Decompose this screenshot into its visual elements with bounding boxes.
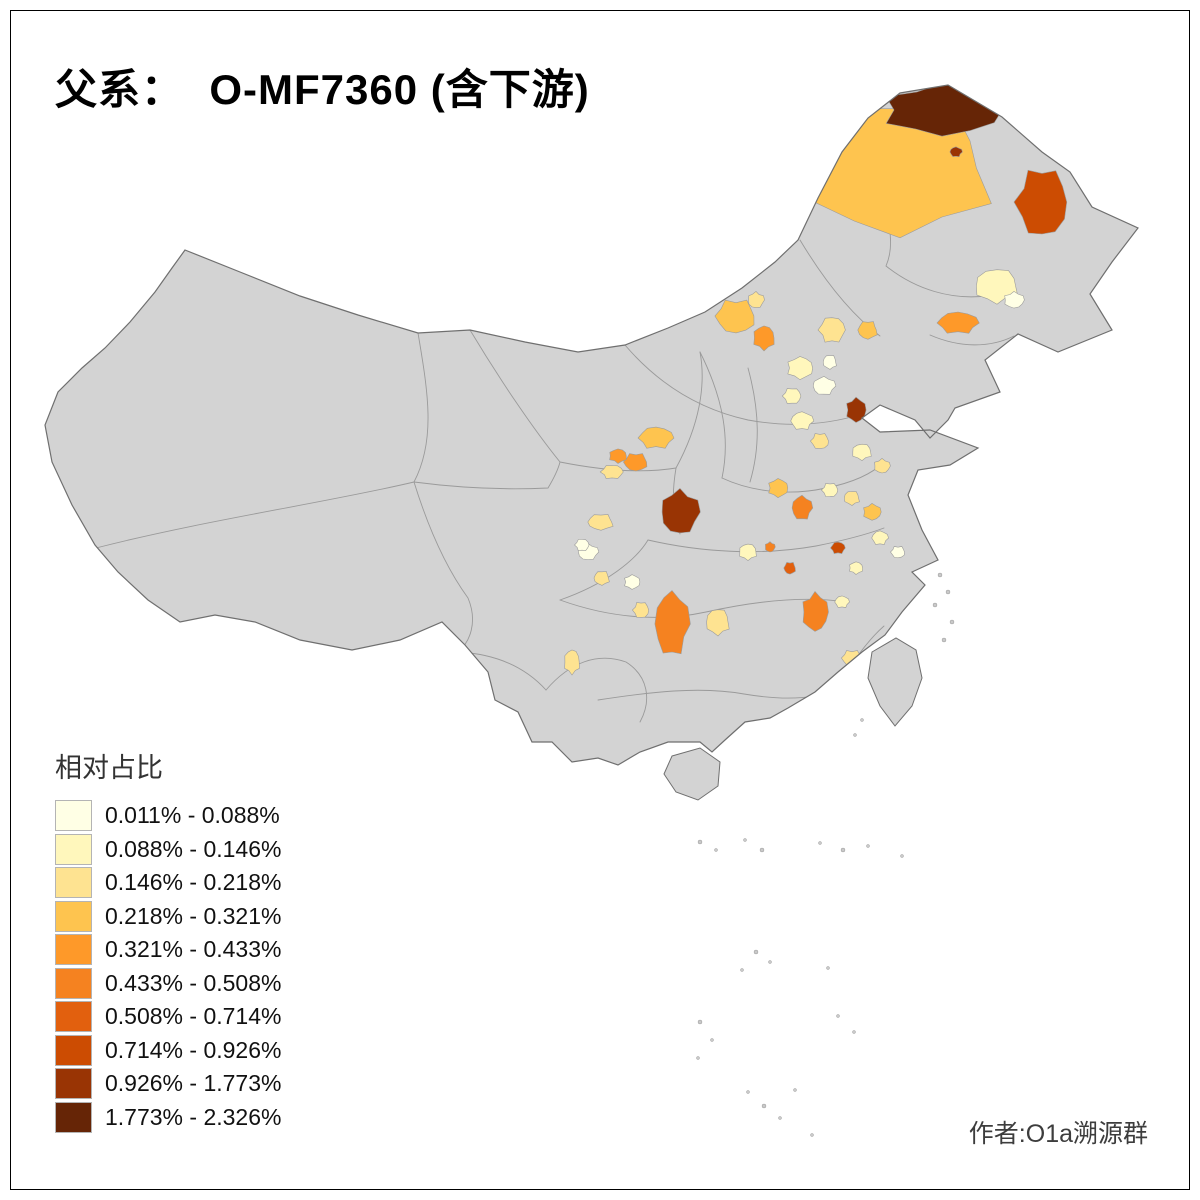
- map-region-highlight: [812, 376, 837, 395]
- map-region-highlight: [871, 530, 889, 545]
- legend-row: 0.508% - 0.714%: [55, 1000, 281, 1034]
- map-region-highlight: [574, 539, 590, 551]
- highlight-regions: [564, 85, 1068, 676]
- map-region-highlight: [599, 465, 624, 479]
- page-title: 父系： O-MF7360 (含下游): [55, 66, 590, 113]
- legend-label: 0.146% - 0.218%: [105, 869, 282, 896]
- legend-label: 0.926% - 1.773%: [105, 1070, 282, 1097]
- map-region-highlight: [949, 146, 963, 158]
- map-region-highlight: [820, 483, 839, 497]
- map-region-highlight: [706, 609, 730, 637]
- author-credit: 作者:O1a溯源群: [968, 1120, 1148, 1148]
- map-region-highlight: [637, 426, 675, 449]
- map-region-highlight: [768, 478, 789, 498]
- legend-row: 0.011% - 0.088%: [55, 799, 281, 833]
- map-region-highlight: [790, 411, 815, 430]
- legend-title: 相对占比: [55, 753, 163, 783]
- map-region-highlight: [609, 448, 627, 464]
- map-region-highlight: [802, 591, 829, 632]
- legend-label: 0.218% - 0.321%: [105, 902, 282, 929]
- map-region-highlight: [623, 453, 648, 472]
- legend: 相对占比 0.011% - 0.088% 0.088% - 0.146% 0.146…: [55, 746, 281, 1134]
- map-region-highlight: [787, 356, 813, 381]
- legend-label: 0.321% - 0.433%: [105, 936, 282, 963]
- map-region-highlight: [834, 595, 850, 608]
- sea-islands: [696, 572, 955, 1137]
- hainan-island: [663, 747, 721, 801]
- legend-row: 0.714% - 0.926%: [55, 1034, 281, 1068]
- map-region-highlight: [857, 321, 878, 340]
- legend-label: 1.773% - 2.326%: [105, 1103, 282, 1130]
- legend-label: 0.011% - 0.088%: [105, 802, 280, 829]
- map-region-highlight: [791, 494, 814, 520]
- taiwan-island: [867, 637, 923, 727]
- map-region-highlight: [624, 574, 641, 590]
- legend-label: 0.508% - 0.714%: [105, 1003, 282, 1030]
- legend-swatch: [55, 1034, 92, 1066]
- map-region-highlight: [849, 561, 863, 575]
- legend-row: 0.146% - 0.218%: [55, 866, 281, 900]
- map-region-highlight: [863, 503, 882, 521]
- legend-entries: 0.011% - 0.088% 0.088% - 0.146% 0.146% - 0…: [55, 799, 281, 1134]
- legend-row: 0.926% - 1.773%: [55, 1067, 281, 1101]
- legend-row: 0.433% - 0.508%: [55, 967, 281, 1001]
- map-region-highlight: [631, 602, 650, 618]
- map-region-highlight: [852, 443, 872, 461]
- legend-label: 0.088% - 0.146%: [105, 835, 282, 862]
- legend-row: 0.218% - 0.321%: [55, 900, 281, 934]
- legend-swatch: [55, 800, 92, 832]
- map-region-highlight: [593, 571, 610, 586]
- map-region-highlight: [783, 562, 796, 575]
- legend-swatch: [55, 1101, 92, 1133]
- map-region-highlight: [781, 388, 802, 404]
- map-region-highlight: [765, 541, 776, 553]
- legend-swatch: [55, 934, 92, 966]
- map-region-highlight: [564, 649, 580, 676]
- map-region-highlight: [1013, 169, 1068, 235]
- map-region-highlight: [748, 290, 765, 309]
- map-region-highlight: [822, 355, 837, 370]
- legend-swatch: [55, 1001, 92, 1033]
- legend-swatch: [55, 900, 92, 932]
- map-region-highlight: [830, 541, 846, 554]
- legend-row: 0.321% - 0.433%: [55, 933, 281, 967]
- legend-swatch: [55, 833, 92, 865]
- legend-swatch: [55, 867, 92, 899]
- map-region-highlight: [654, 590, 691, 655]
- legend-label: 0.433% - 0.508%: [105, 969, 282, 996]
- legend-label: 0.714% - 0.926%: [105, 1036, 282, 1063]
- map-region-highlight: [809, 433, 829, 449]
- map-region-highlight: [890, 546, 905, 559]
- map-region-highlight: [661, 487, 701, 534]
- legend-row: 1.773% - 2.326%: [55, 1101, 281, 1135]
- map-region-highlight: [714, 299, 755, 334]
- legend-row: 0.088% - 0.146%: [55, 833, 281, 867]
- map-region-highlight: [817, 317, 846, 343]
- map-region-highlight: [1004, 291, 1025, 309]
- legend-swatch: [55, 1068, 92, 1100]
- legend-swatch: [55, 967, 92, 999]
- map-region-highlight: [753, 325, 775, 352]
- map-region-highlight: [739, 543, 757, 561]
- map-region-highlight: [587, 514, 614, 531]
- map-region-highlight: [843, 491, 860, 506]
- map-region-highlight: [846, 396, 867, 423]
- map-region-highlight: [936, 311, 980, 334]
- map-region-highlight: [874, 458, 891, 474]
